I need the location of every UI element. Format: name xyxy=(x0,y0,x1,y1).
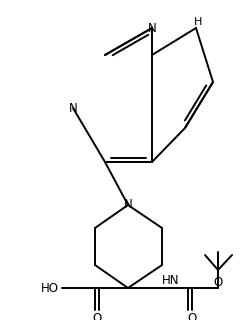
Text: HO: HO xyxy=(41,282,59,294)
Text: N: N xyxy=(148,21,156,35)
Text: O: O xyxy=(92,312,102,320)
Text: HN: HN xyxy=(162,274,180,287)
Text: N: N xyxy=(69,101,77,115)
Text: O: O xyxy=(187,312,197,320)
Text: O: O xyxy=(213,276,223,289)
Text: N: N xyxy=(124,198,132,212)
Text: H: H xyxy=(194,17,202,27)
